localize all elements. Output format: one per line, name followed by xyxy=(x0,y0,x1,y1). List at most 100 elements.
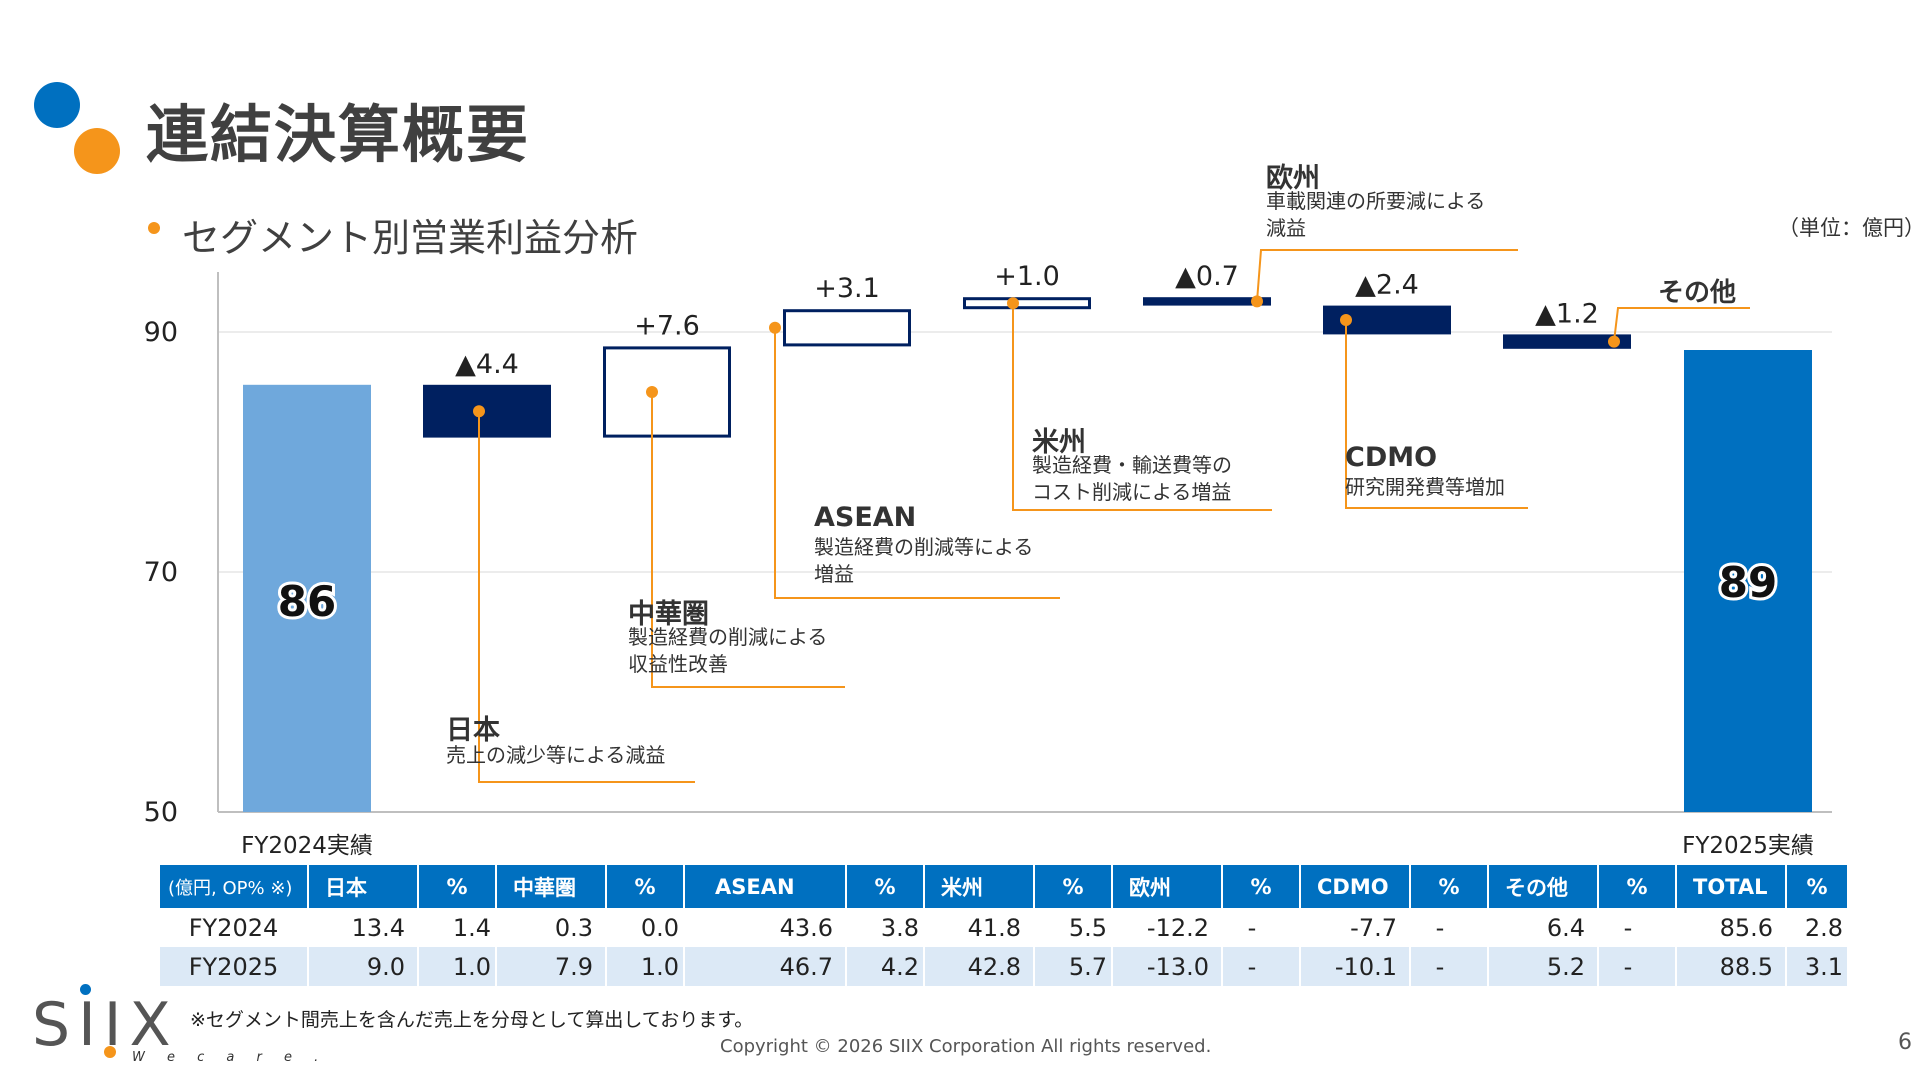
y-tick-label: 50 xyxy=(144,797,178,828)
table-header-cdmo: CDMO xyxy=(1300,865,1411,908)
leader-line xyxy=(651,392,845,688)
annotation-title-japan: 日本 xyxy=(446,715,500,746)
annotation-title-asean: ASEAN xyxy=(814,502,917,533)
bar-start-value: 86 xyxy=(278,577,336,626)
table-cell: 3.1 xyxy=(1786,947,1849,986)
table-cell: 42.8 xyxy=(924,947,1035,986)
bar-end-value: 89 xyxy=(1719,558,1777,607)
annotation-title-others: その他 xyxy=(1658,278,1737,308)
bar-step-4 xyxy=(963,297,1091,310)
brand-dot-orange xyxy=(74,128,120,174)
table-cell: 41.8 xyxy=(924,908,1035,947)
brand-dot-blue xyxy=(34,82,80,128)
leader-line xyxy=(1345,320,1528,509)
leader-dot xyxy=(1608,335,1620,348)
table-cell: 5.2 xyxy=(1488,947,1599,986)
leader-dot xyxy=(646,386,658,398)
bar-step-label: +3.1 xyxy=(814,273,880,304)
table-header-pct: % xyxy=(1222,865,1301,908)
page-number: 6 xyxy=(1898,1030,1912,1055)
leader-dot xyxy=(1340,314,1352,326)
x-label-end: FY2025実績 xyxy=(1682,833,1814,859)
bar-step-2 xyxy=(603,346,731,438)
table-cell: 4.2 xyxy=(846,947,925,986)
table-cell: 7.9 xyxy=(496,947,607,986)
table-cell: 1.4 xyxy=(418,908,497,947)
bar-step-3 xyxy=(783,309,911,347)
bullet-icon xyxy=(148,222,160,234)
y-tick-label: 90 xyxy=(144,317,178,348)
bar-step-5 xyxy=(1143,297,1271,306)
copyright: Copyright © 2026 SIIX Corporation All ri… xyxy=(720,1036,1212,1057)
bar-step-label: ▲4.4 xyxy=(455,349,519,380)
table-header-japan: 日本 xyxy=(308,865,419,908)
table-cell: 0.3 xyxy=(496,908,607,947)
table-row-label: FY2024 xyxy=(160,908,309,947)
bar-step-label: +7.6 xyxy=(634,310,700,341)
table-row-fy2024: FY2024 13.4 1.4 0.3 0.0 43.6 3.8 41.8 5.… xyxy=(160,908,1849,947)
table-header-pct: % xyxy=(1034,865,1113,908)
table-cell: -7.7 xyxy=(1300,908,1411,947)
leader-dot xyxy=(473,405,485,418)
table-cell: 6.4 xyxy=(1488,908,1599,947)
table-header-row: (億円, OP% ※) 日本% 中華圏% ASEAN% 米州% 欧州% CDMO… xyxy=(160,865,1849,908)
x-label-start: FY2024実績 xyxy=(241,833,373,859)
annotation-title-americas: 米州 xyxy=(1032,427,1086,458)
annotation-note-americas: 製造経費・輸送費等の コスト削減による増益 xyxy=(1032,453,1232,504)
bar-end xyxy=(1684,350,1812,812)
table-cell: -12.2 xyxy=(1112,908,1223,947)
table-row-label: FY2025 xyxy=(160,947,309,986)
waterfall-chart: 50 70 90 86 FY2024実績 ▲4.4 +7.6 +3.1 +1.0 ▲0.7 ▲2.4… xyxy=(144,249,1832,859)
table-header-pct: % xyxy=(1598,865,1677,908)
leader-line xyxy=(774,327,1060,599)
bar-step-7 xyxy=(1503,334,1631,349)
unit-label: （単位：億円） xyxy=(1778,216,1920,240)
table-cell: - xyxy=(1598,908,1677,947)
segment-profit-table: (億円, OP% ※) 日本% 中華圏% ASEAN% 米州% 欧州% CDMO… xyxy=(160,865,1849,986)
annotation-note-cdmo: 研究開発費等増加 xyxy=(1345,475,1505,499)
table-header-total: TOTAL xyxy=(1676,865,1787,908)
bar-step-1 xyxy=(423,384,551,438)
table-header-greater-china: 中華圏 xyxy=(496,865,607,908)
annotation-note-asean: 製造経費の削減等による 増益 xyxy=(814,535,1034,586)
table-header-pct: % xyxy=(1786,865,1849,908)
table-header-pct: % xyxy=(418,865,497,908)
table-header-others: その他 xyxy=(1488,865,1599,908)
bar-step-label: +1.0 xyxy=(994,261,1060,292)
table-header-pct: % xyxy=(1410,865,1489,908)
table-row-fy2025: FY2025 9.0 1.0 7.9 1.0 46.7 4.2 42.8 5.7… xyxy=(160,947,1849,986)
annotation-title-europe: 欧州 xyxy=(1266,163,1320,194)
logo-dot-orange xyxy=(104,1046,116,1058)
table-cell: 2.8 xyxy=(1786,908,1849,947)
leader-line xyxy=(478,411,695,783)
annotation-note-greater-china: 製造経費の削減による 収益性改善 xyxy=(628,625,828,676)
table-cell: 0.0 xyxy=(606,908,685,947)
table-cell: 46.7 xyxy=(684,947,847,986)
leader-dot xyxy=(1007,297,1019,310)
bar-step-label: ▲0.7 xyxy=(1175,261,1239,292)
table-cell: - xyxy=(1410,908,1489,947)
table-header-americas: 米州 xyxy=(924,865,1035,908)
leader-dot xyxy=(769,321,781,334)
table-corner-header: (億円, OP% ※) xyxy=(160,865,309,908)
table-cell: - xyxy=(1410,947,1489,986)
leader-line xyxy=(1613,307,1750,342)
table-cell: 1.0 xyxy=(606,947,685,986)
annotation-title-greater-china: 中華圏 xyxy=(628,599,709,630)
table-cell: 88.5 xyxy=(1676,947,1787,986)
bar-start xyxy=(243,384,371,812)
table-cell: - xyxy=(1222,908,1301,947)
footnote: ※セグメント間売上を含んだ売上を分母として算出しております。 xyxy=(190,1009,754,1031)
table-cell: 43.6 xyxy=(684,908,847,947)
table-cell: 9.0 xyxy=(308,947,419,986)
table-header-pct: % xyxy=(606,865,685,908)
company-logo: SIIX xyxy=(32,990,179,1060)
table-cell: -13.0 xyxy=(1112,947,1223,986)
leader-dot xyxy=(1251,295,1263,308)
bar-step-label: ▲2.4 xyxy=(1355,270,1419,301)
leader-line xyxy=(1256,249,1518,302)
table-cell: - xyxy=(1222,947,1301,986)
page-title: 連結決算概要 xyxy=(146,98,531,171)
table-cell: - xyxy=(1598,947,1677,986)
table-cell: 85.6 xyxy=(1676,908,1787,947)
